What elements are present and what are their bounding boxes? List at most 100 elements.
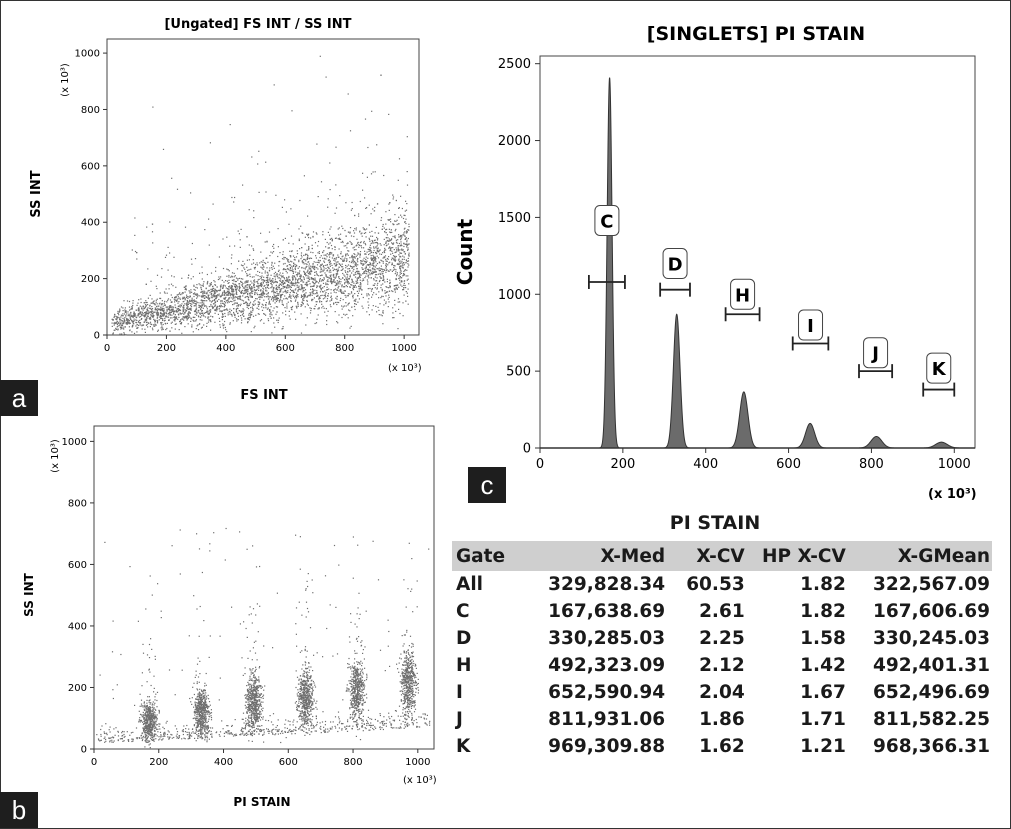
scatter-point: [236, 291, 238, 293]
scatter-point: [144, 316, 146, 318]
scatter-point: [246, 290, 248, 292]
scatter-point: [118, 321, 120, 323]
scatter-point: [367, 248, 369, 250]
scatter-point: [364, 262, 366, 264]
scatter-point: [381, 260, 383, 262]
scatter-point: [256, 264, 259, 266]
scatter-point: [297, 280, 299, 282]
scatter-point: [232, 294, 234, 296]
scatter-point: [160, 322, 162, 324]
scatter-point: [226, 294, 229, 296]
scatter-point: [256, 294, 259, 296]
scatter-point: [327, 231, 329, 233]
scatter-point: [397, 247, 399, 249]
scatter-point: [150, 728, 152, 730]
scatter-point: [209, 309, 212, 311]
scatter-point: [393, 265, 395, 267]
scatter-point: [367, 275, 369, 278]
scatter-point: [368, 250, 370, 252]
scatter-point: [156, 321, 159, 323]
scatter-point: [223, 301, 226, 303]
scatter-point: [315, 280, 317, 282]
scatter-point: [403, 282, 405, 284]
scatter-point: [349, 232, 351, 234]
scatter-point: [260, 290, 262, 292]
scatter-point: [203, 724, 205, 726]
scatter-point: [117, 322, 119, 324]
scatter-point: [304, 254, 307, 256]
scatter-point: [384, 247, 386, 249]
scatter-point: [339, 238, 342, 240]
scatter-point: [154, 320, 156, 322]
scatter-point: [332, 255, 334, 257]
scatter-point: [224, 309, 226, 311]
scatter-point: [198, 693, 200, 695]
scatter-point: [147, 304, 149, 306]
scatter-point: [128, 314, 130, 316]
scatter-point: [204, 229, 206, 231]
scatter-point: [353, 249, 355, 251]
scatter-point: [246, 281, 248, 283]
scatter-point: [325, 296, 327, 298]
scatter-point: [233, 295, 235, 297]
scatter-point: [378, 280, 381, 283]
scatter-point: [172, 285, 174, 287]
scatter-point: [320, 267, 322, 269]
scatter-point: [359, 276, 361, 278]
scatter-point: [194, 712, 196, 714]
scatter-point: [267, 283, 269, 285]
scatter-point: [290, 300, 292, 303]
scatter-point: [307, 304, 309, 306]
scatter-point: [403, 258, 405, 260]
scatter-point: [233, 279, 235, 281]
scatter-point: [365, 267, 367, 269]
scatter-point: [292, 272, 294, 274]
scatter-point: [179, 320, 182, 322]
scatter-point: [161, 308, 163, 310]
scatter-point: [334, 281, 336, 283]
scatter-point: [340, 278, 342, 280]
scatter-point: [193, 288, 195, 291]
scatter-point: [265, 281, 267, 284]
scatter-point: [274, 278, 276, 280]
scatter-point: [347, 304, 349, 306]
scatter-point: [390, 239, 393, 241]
scatter-point: [156, 312, 158, 314]
scatter-point: [249, 254, 251, 256]
scatter-point: [196, 720, 198, 722]
scatter-point: [373, 278, 375, 280]
scatter-point: [256, 292, 258, 294]
scatter-point: [219, 296, 222, 298]
scatter-point: [387, 243, 390, 245]
scatter-point: [201, 738, 203, 740]
scatter-point: [375, 247, 377, 249]
scatter-point: [365, 256, 367, 258]
scatter-point: [236, 320, 238, 322]
scatter-point: [171, 314, 173, 316]
scatter-point: [144, 727, 146, 729]
scatter-point: [319, 271, 321, 273]
scatter-point: [215, 289, 217, 292]
scatter-point: [166, 327, 168, 330]
scatter-point: [260, 283, 262, 285]
scatter-point: [277, 277, 279, 279]
scatter-point: [298, 285, 300, 287]
scatter-point: [321, 264, 323, 266]
scatter-point: [184, 226, 187, 228]
scatter-point: [223, 290, 225, 292]
scatter-point: [179, 323, 182, 325]
scatter-point: [186, 307, 188, 309]
scatter-point: [343, 313, 345, 315]
scatter-point: [327, 259, 330, 262]
scatter-point: [321, 280, 323, 282]
scatter-point: [390, 239, 392, 241]
scatter-point: [378, 269, 380, 271]
scatter-point: [254, 289, 256, 291]
scatter-point: [262, 287, 264, 289]
scatter-point: [399, 249, 401, 251]
scatter-point: [187, 297, 189, 299]
scatter-point: [294, 263, 296, 266]
scatter-point: [371, 110, 373, 112]
scatter-point: [342, 277, 344, 279]
scatter-point: [307, 295, 309, 297]
